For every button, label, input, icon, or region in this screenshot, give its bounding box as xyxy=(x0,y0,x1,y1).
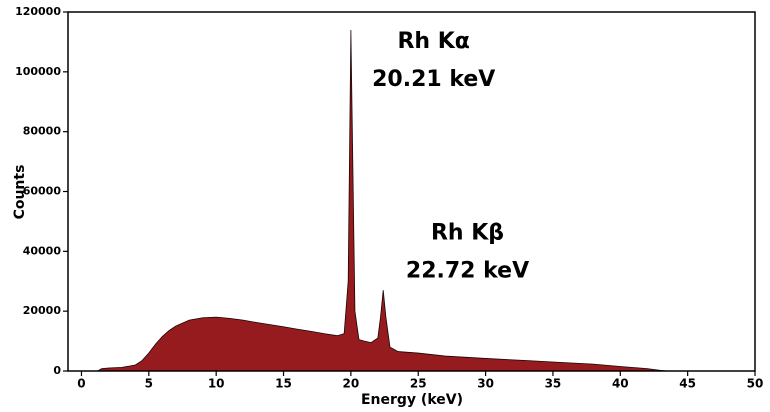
peak-annotation: 20.21 keV xyxy=(372,67,495,92)
x-axis-label: Energy (keV) xyxy=(361,392,463,408)
x-tick-label: 35 xyxy=(545,377,562,391)
y-tick-label: 40000 xyxy=(23,244,62,257)
y-tick-label: 20000 xyxy=(23,304,62,317)
x-tick-label: 20 xyxy=(343,377,360,391)
peak-annotation: 22.72 keV xyxy=(406,258,529,283)
x-tick-label: 50 xyxy=(747,377,764,391)
x-tick-label: 40 xyxy=(612,377,629,391)
y-axis-label: Counts xyxy=(12,165,28,220)
x-tick-label: 0 xyxy=(77,377,85,391)
x-tick-label: 10 xyxy=(208,377,225,391)
x-tick-label: 30 xyxy=(477,377,494,391)
x-tick-label: 45 xyxy=(679,377,696,391)
y-tick-label: 0 xyxy=(53,364,61,377)
x-tick-label: 15 xyxy=(275,377,292,391)
y-tick-label: 60000 xyxy=(23,185,62,198)
x-tick-label: 25 xyxy=(410,377,427,391)
y-tick-label: 80000 xyxy=(23,125,62,138)
y-tick-label: 120000 xyxy=(15,5,61,18)
spectrum-area xyxy=(96,29,668,372)
x-tick-label: 5 xyxy=(145,377,153,391)
y-tick-label: 100000 xyxy=(15,65,61,78)
peak-annotation: Rh Kα xyxy=(397,29,469,54)
peak-annotation: Rh Kβ xyxy=(431,220,504,245)
